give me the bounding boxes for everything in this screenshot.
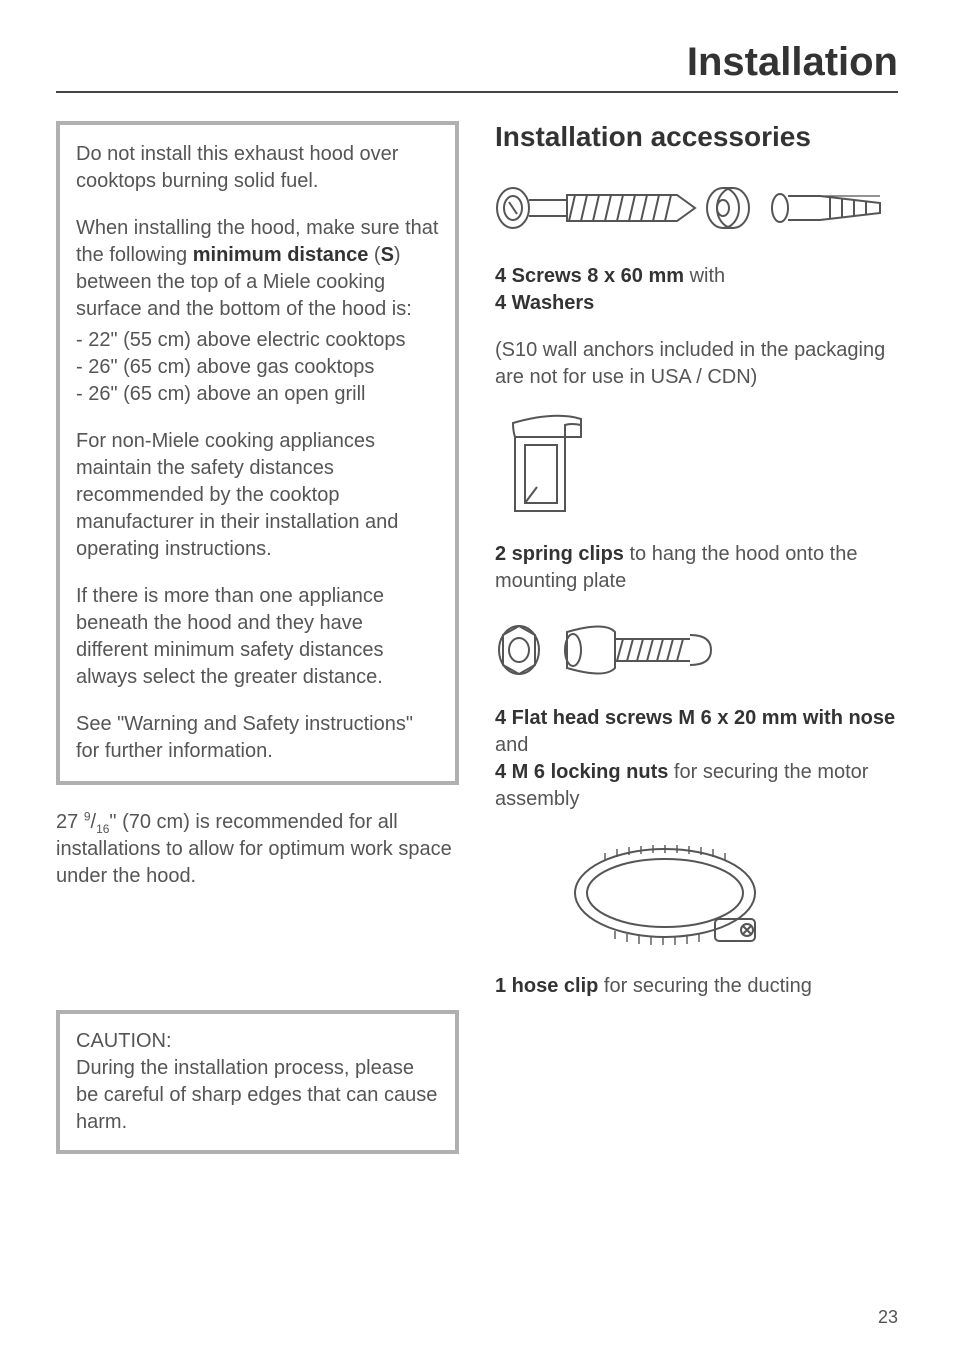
warning-p5: See "Warning and Safety instructions" fo… bbox=[76, 711, 439, 765]
warning-p3: For non-Miele cooking appliances maintai… bbox=[76, 428, 439, 563]
screws-text: 4 Screws 8 x 60 mm with 4 Washers bbox=[495, 263, 898, 317]
distance-electric: - 22" (55 cm) above electric cooktops bbox=[76, 327, 439, 354]
left-column: Do not install this exhaust hood over co… bbox=[56, 121, 459, 1154]
screw-washer-icon bbox=[495, 173, 898, 243]
recommended-height: 27 9/16" (70 cm) is recommended for all … bbox=[56, 809, 459, 890]
caution-box: CAUTION: During the installation process… bbox=[56, 1010, 459, 1154]
flathead-text: 4 Flat head screws M 6 x 20 mm with nose… bbox=[495, 705, 898, 813]
distance-gas: - 26" (65 cm) above gas cooktops bbox=[76, 354, 439, 381]
spring-clip-icon bbox=[495, 411, 898, 521]
hose-clip-icon bbox=[555, 833, 898, 953]
warning-box: Do not install this exhaust hood over co… bbox=[56, 121, 459, 785]
flathead-nut-icon bbox=[495, 615, 898, 685]
page-title: Installation bbox=[56, 40, 898, 85]
warning-p1: Do not install this exhaust hood over co… bbox=[76, 141, 439, 195]
page-number: 23 bbox=[878, 1307, 898, 1328]
hose-clip-text: 1 hose clip for securing the ducting bbox=[495, 973, 898, 1000]
distance-list: - 22" (55 cm) above electric cooktops - … bbox=[76, 327, 439, 408]
page-header: Installation bbox=[56, 40, 898, 93]
accessories-heading: Installation accessories bbox=[495, 121, 898, 153]
spring-clips-text: 2 spring clips to hang the hood onto the… bbox=[495, 541, 898, 595]
anchors-note: (S10 wall anchors included in the packag… bbox=[495, 337, 898, 391]
distance-grill: - 26" (65 cm) above an open grill bbox=[76, 381, 439, 408]
columns: Do not install this exhaust hood over co… bbox=[56, 121, 898, 1154]
right-column: Installation accessories bbox=[495, 121, 898, 1154]
warning-p2: When installing the hood, make sure that… bbox=[76, 215, 439, 323]
page: Installation Do not install this exhaust… bbox=[0, 0, 954, 1352]
warning-p4: If there is more than one appliance bene… bbox=[76, 583, 439, 691]
caution-text: CAUTION: During the installation process… bbox=[76, 1028, 439, 1136]
